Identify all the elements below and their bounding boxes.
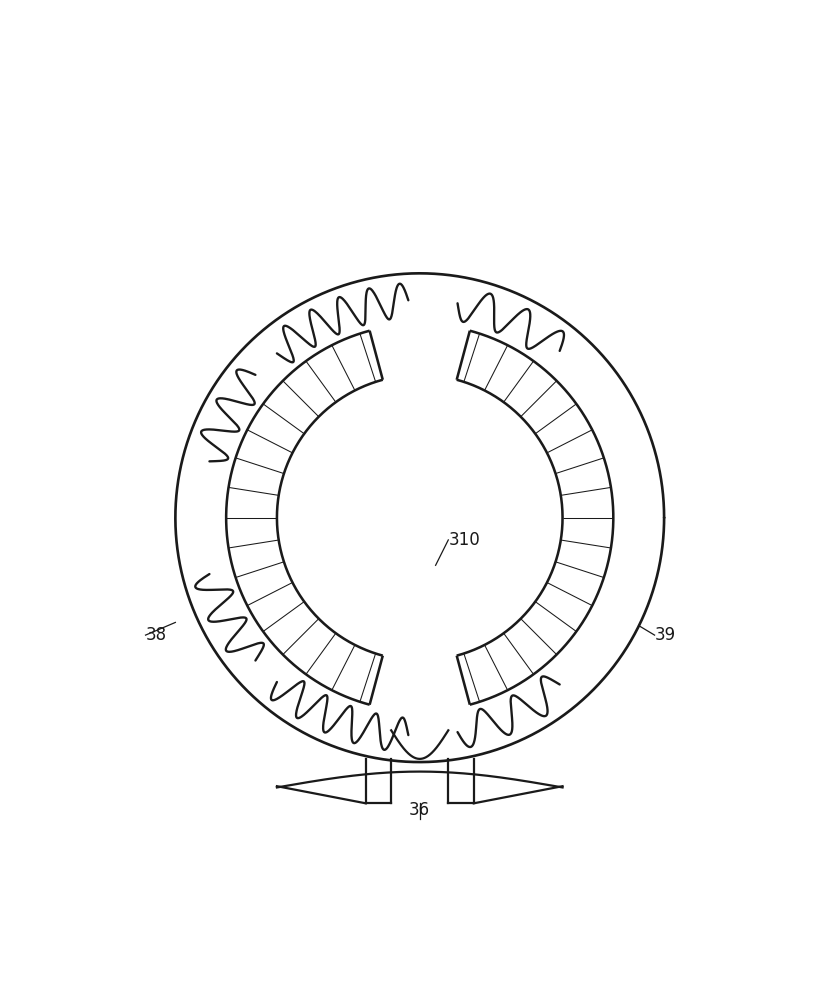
Text: 39: 39 <box>654 626 676 644</box>
Text: 38: 38 <box>146 626 166 644</box>
Text: 310: 310 <box>448 531 480 549</box>
Text: 36: 36 <box>410 801 430 819</box>
